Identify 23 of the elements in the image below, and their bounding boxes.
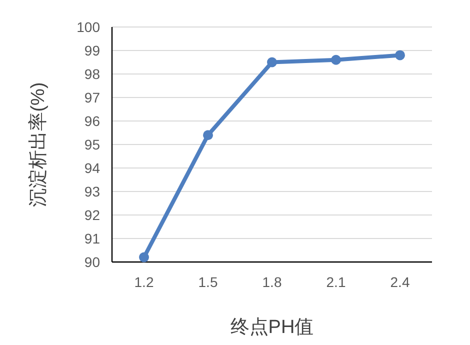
x-tick-label: 2.4 — [390, 274, 410, 290]
y-tick-label: 95 — [84, 136, 100, 152]
y-tick-label: 91 — [84, 230, 100, 246]
y-tick-label: 90 — [84, 254, 100, 270]
y-tick-label: 96 — [84, 113, 100, 129]
y-axis-title: 沉淀析出率(%) — [27, 82, 49, 207]
x-tick-label: 1.2 — [134, 274, 154, 290]
y-tick-label: 100 — [76, 19, 100, 35]
y-tick-label: 99 — [84, 42, 100, 58]
point — [331, 54, 341, 65]
x-axis-title: 终点PH值 — [230, 317, 314, 338]
point — [203, 130, 213, 140]
point — [395, 50, 405, 60]
point — [267, 57, 277, 68]
y-tick-label: 92 — [84, 207, 100, 223]
y-tick-label: 97 — [84, 90, 100, 106]
x-tick-label: 1.8 — [262, 274, 282, 290]
y-tick-label: 94 — [84, 160, 100, 176]
x-tick-label: 2.1 — [326, 274, 346, 290]
x-tick-label: 1.5 — [198, 274, 218, 290]
y-tick-label: 93 — [84, 184, 100, 200]
y-tick-label: 98 — [84, 66, 100, 82]
point — [139, 252, 149, 262]
